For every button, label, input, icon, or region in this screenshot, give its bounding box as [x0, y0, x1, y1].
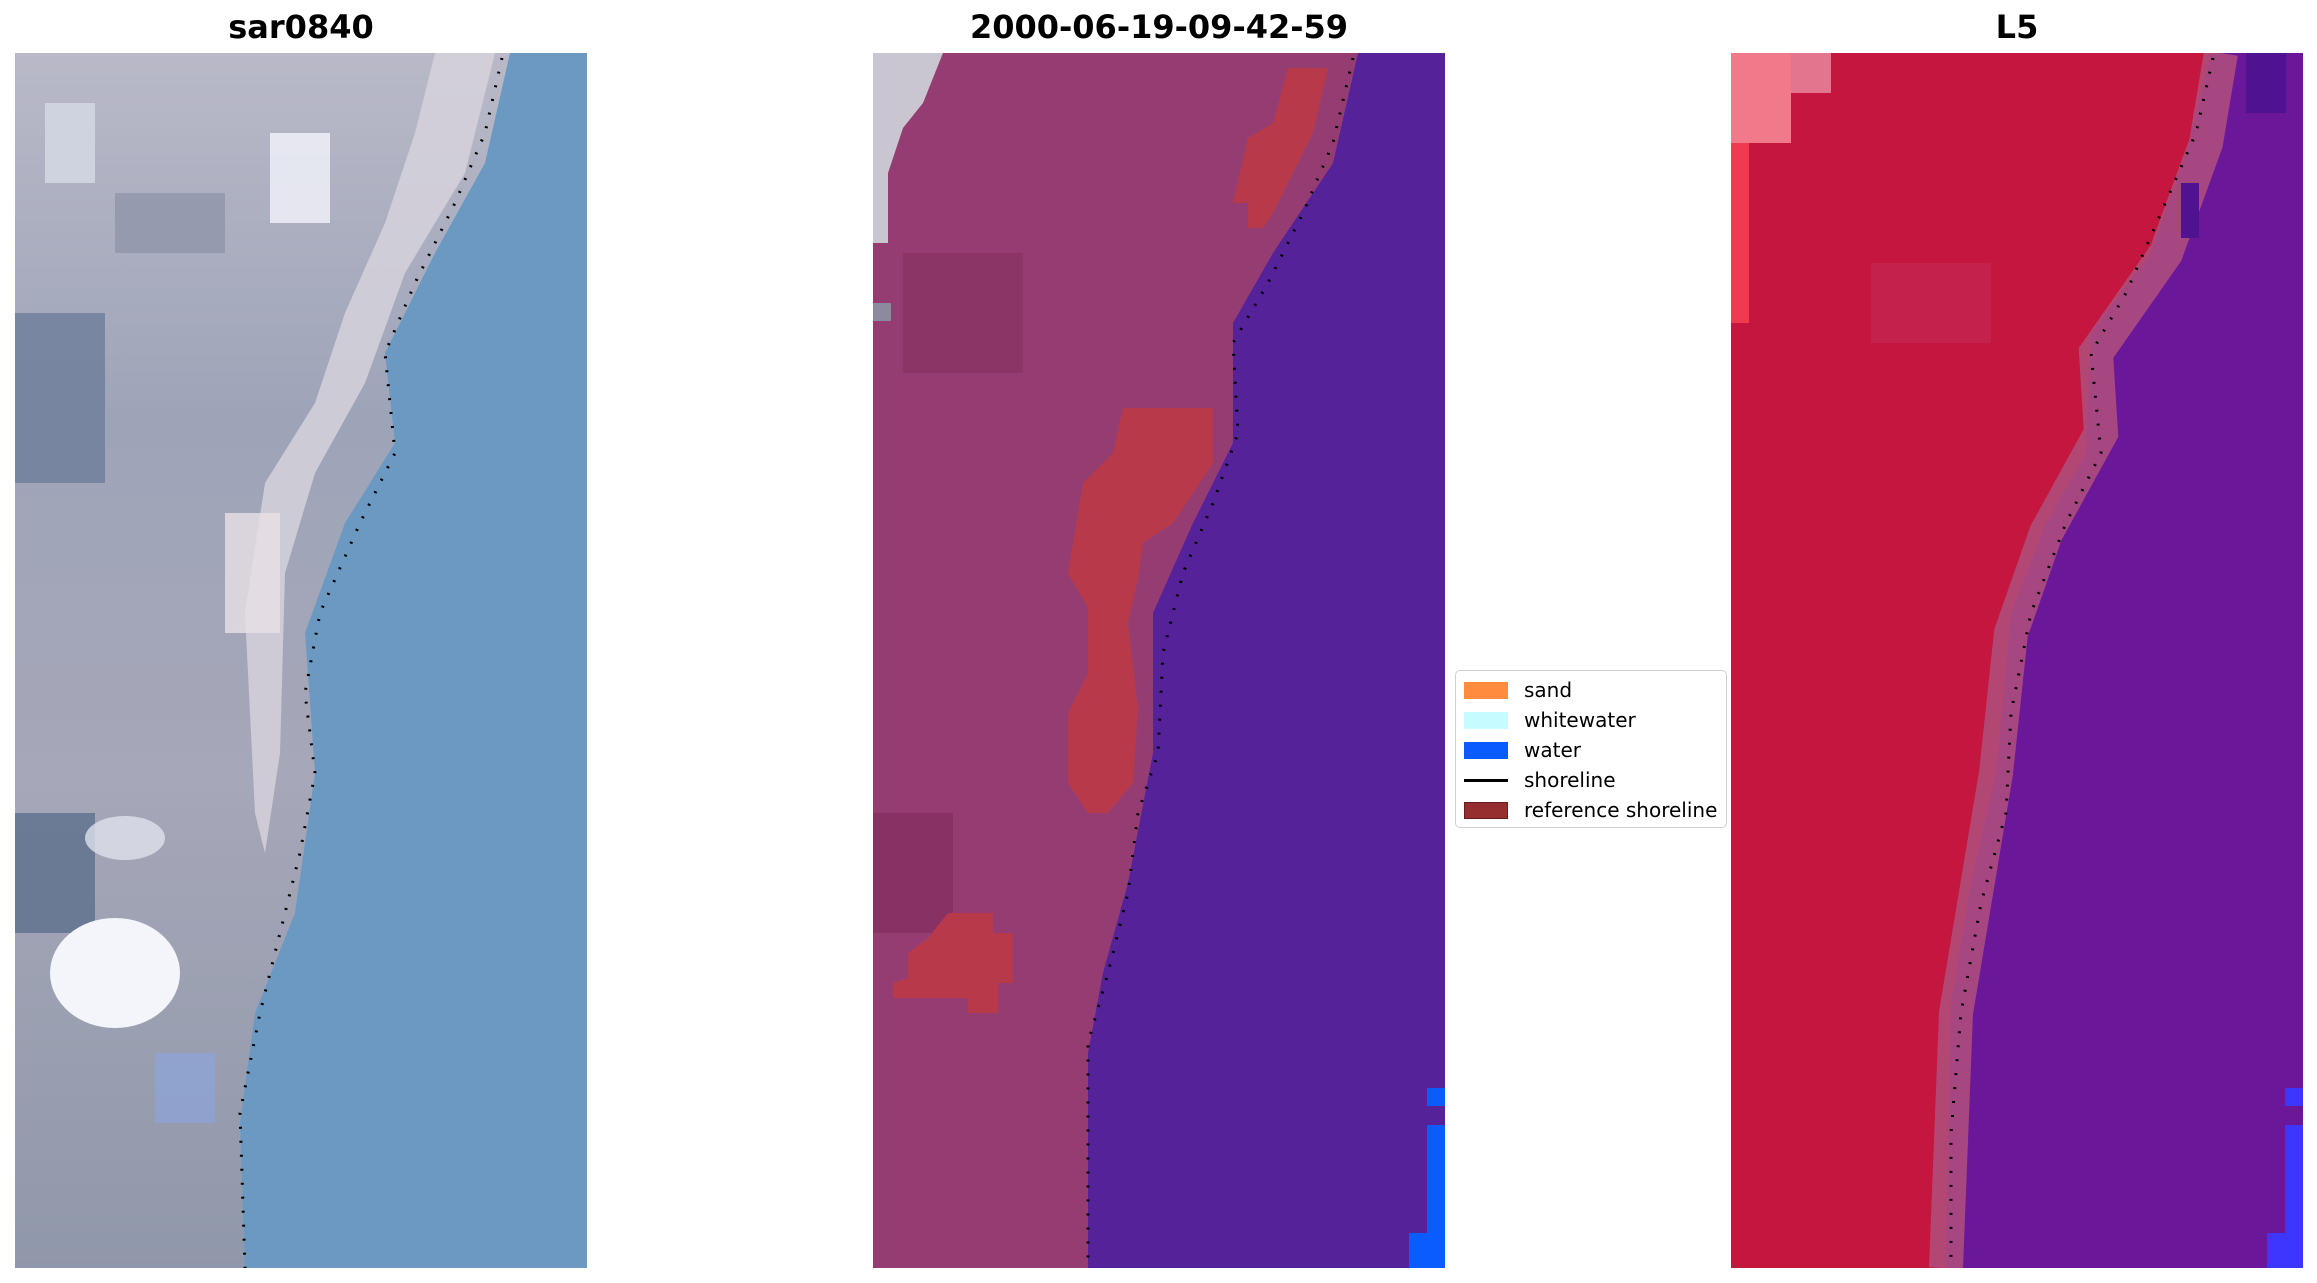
legend-item-reference-shoreline: reference shoreline [1464, 797, 1717, 823]
shoreline-swatch [1464, 778, 1508, 782]
panel-title-index: L5 [1995, 8, 2039, 46]
legend-label: reference shoreline [1524, 798, 1718, 822]
legend-label: water [1524, 738, 1581, 762]
legend-label: sand [1524, 678, 1573, 702]
sand-swatch [1464, 681, 1508, 699]
legend-item-whitewater: whitewater [1464, 707, 1636, 733]
classified-image [873, 53, 1445, 1268]
index-image [1731, 53, 2303, 1268]
classified-image-panel [873, 53, 1445, 1268]
legend-label: shoreline [1524, 768, 1616, 792]
whitewater-swatch [1464, 711, 1508, 729]
legend-item-water: water [1464, 737, 1581, 763]
panel-title-date: 2000-06-19-09-42-59 [969, 8, 1349, 46]
index-image-panel [1731, 53, 2303, 1268]
rgb-image [15, 53, 587, 1268]
shoreline-line [238, 57, 504, 1268]
rgb-image-panel [15, 53, 587, 1268]
legend-item-shoreline: shoreline [1464, 767, 1616, 793]
reference-shoreline-swatch [1464, 801, 1508, 819]
legend: sand whitewater water shoreline referenc… [1455, 670, 1727, 828]
panel-title-rgb: sar0840 [228, 8, 374, 46]
legend-label: whitewater [1524, 708, 1636, 732]
legend-item-sand: sand [1464, 677, 1572, 703]
water-swatch [1464, 741, 1508, 759]
